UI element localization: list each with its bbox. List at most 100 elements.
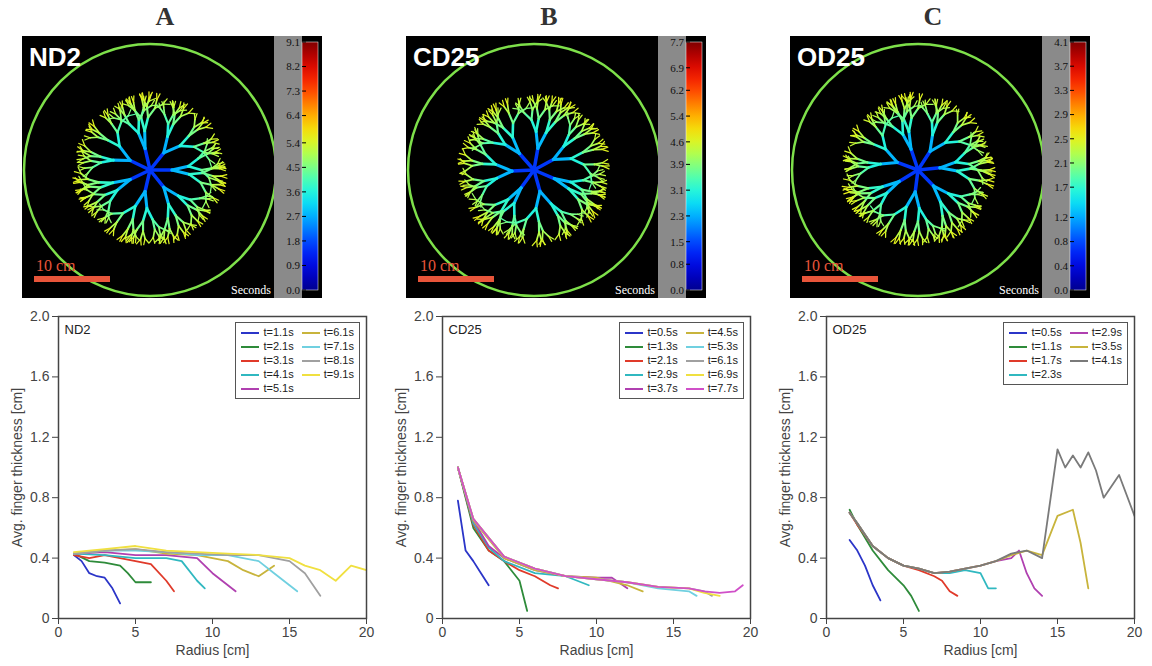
svg-text:4.6: 4.6 xyxy=(670,136,684,148)
html-text:t=7.1s: t=7.1s xyxy=(323,340,354,352)
svg-text:6.9: 6.9 xyxy=(670,62,684,74)
html-text:t=1.3s: t=1.3s xyxy=(647,340,678,352)
svg-text:1.5: 1.5 xyxy=(670,236,684,248)
svg-text:20: 20 xyxy=(359,624,375,640)
svg-text:1.7: 1.7 xyxy=(1054,181,1068,193)
svg-text:2.0: 2.0 xyxy=(798,308,818,324)
svg-text:5.4: 5.4 xyxy=(286,137,300,149)
svg-text:0.8: 0.8 xyxy=(670,258,684,270)
svg-text:10: 10 xyxy=(973,624,989,640)
svg-text:10 cm: 10 cm xyxy=(804,257,844,274)
svg-text:0.4: 0.4 xyxy=(414,550,434,566)
svg-text:Avg. finger thickness [cm]: Avg. finger thickness [cm] xyxy=(393,388,409,547)
svg-text:CD25: CD25 xyxy=(449,322,482,337)
svg-text:15: 15 xyxy=(666,624,682,640)
svg-text:0: 0 xyxy=(810,610,818,626)
svg-text:3.6: 3.6 xyxy=(286,186,300,198)
svg-text:1.6: 1.6 xyxy=(414,368,434,384)
svg-text:5: 5 xyxy=(516,624,524,640)
html-text:t=0.5s: t=0.5s xyxy=(647,326,678,338)
svg-text:3.7: 3.7 xyxy=(1054,60,1068,72)
svg-text:CD25: CD25 xyxy=(413,42,479,72)
svg-text:7.3: 7.3 xyxy=(286,85,300,97)
svg-text:2.7: 2.7 xyxy=(286,210,300,222)
svg-text:2.9: 2.9 xyxy=(1054,108,1068,120)
svg-text:3.9: 3.9 xyxy=(670,158,684,170)
svg-text:9.1: 9.1 xyxy=(286,36,300,48)
svg-text:0.0: 0.0 xyxy=(286,284,300,296)
svg-text:1.6: 1.6 xyxy=(798,368,818,384)
svg-text:10: 10 xyxy=(589,624,605,640)
svg-text:3.1: 3.1 xyxy=(670,184,684,196)
svg-text:0.4: 0.4 xyxy=(1054,260,1068,272)
svg-text:0: 0 xyxy=(42,610,50,626)
svg-text:7.7: 7.7 xyxy=(670,36,684,48)
svg-text:5: 5 xyxy=(132,624,140,640)
svg-text:2.5: 2.5 xyxy=(1054,133,1068,145)
svg-text:Radius [cm]: Radius [cm] xyxy=(176,642,250,658)
html-text:t=9.1s: t=9.1s xyxy=(323,368,354,380)
svg-text:1.6: 1.6 xyxy=(30,368,50,384)
svg-text:Seconds: Seconds xyxy=(231,283,271,297)
svg-text:3.3: 3.3 xyxy=(1054,84,1068,96)
svg-text:15: 15 xyxy=(282,624,298,640)
svg-text:6.2: 6.2 xyxy=(670,84,684,96)
html-text:t=5.1s: t=5.1s xyxy=(263,382,294,394)
svg-text:Radius [cm]: Radius [cm] xyxy=(560,642,634,658)
html-text:t=6.1s: t=6.1s xyxy=(323,326,354,338)
svg-text:6.4: 6.4 xyxy=(286,109,300,121)
svg-text:1.2: 1.2 xyxy=(798,429,818,445)
svg-text:15: 15 xyxy=(1050,624,1066,640)
html-text:t=4.1s: t=4.1s xyxy=(263,368,294,380)
html-text:C: C xyxy=(923,2,943,31)
svg-text:5: 5 xyxy=(900,624,908,640)
svg-text:2.0: 2.0 xyxy=(414,308,434,324)
html-text:B: B xyxy=(540,2,558,31)
svg-text:Radius [cm]: Radius [cm] xyxy=(944,642,1018,658)
svg-text:4.5: 4.5 xyxy=(286,161,300,173)
svg-text:1.2: 1.2 xyxy=(414,429,434,445)
svg-text:0.8: 0.8 xyxy=(30,489,50,505)
svg-text:1.2: 1.2 xyxy=(1054,211,1068,223)
html-text:A: A xyxy=(155,2,175,31)
svg-text:1.2: 1.2 xyxy=(30,429,50,445)
svg-text:0.4: 0.4 xyxy=(798,550,818,566)
html-text:t=3.1s: t=3.1s xyxy=(263,354,294,366)
svg-text:0.8: 0.8 xyxy=(1054,235,1068,247)
svg-text:0.9: 0.9 xyxy=(286,259,300,271)
svg-text:0.8: 0.8 xyxy=(798,489,818,505)
svg-text:0.0: 0.0 xyxy=(670,284,684,296)
svg-text:OD25: OD25 xyxy=(797,42,865,72)
html-text:t=8.1s: t=8.1s xyxy=(323,354,354,366)
svg-text:0: 0 xyxy=(823,624,831,640)
svg-text:0.8: 0.8 xyxy=(414,489,434,505)
svg-text:8.2: 8.2 xyxy=(286,60,300,72)
html-text:t=2.1s: t=2.1s xyxy=(263,340,294,352)
svg-text:OD25: OD25 xyxy=(833,322,867,337)
svg-text:20: 20 xyxy=(1127,624,1143,640)
html-text:t=1.1s: t=1.1s xyxy=(263,326,294,338)
svg-text:ND2: ND2 xyxy=(65,322,91,337)
svg-text:ND2: ND2 xyxy=(29,42,81,72)
svg-text:0: 0 xyxy=(439,624,447,640)
svg-text:Avg. finger thickness [cm]: Avg. finger thickness [cm] xyxy=(777,388,793,547)
svg-text:0: 0 xyxy=(426,610,434,626)
svg-text:2.3: 2.3 xyxy=(670,210,684,222)
svg-text:2.1: 2.1 xyxy=(1054,157,1068,169)
svg-text:0.4: 0.4 xyxy=(30,550,50,566)
svg-text:10: 10 xyxy=(205,624,221,640)
html-text:t=2.9s: t=2.9s xyxy=(647,368,678,380)
svg-text:Avg. finger thickness [cm]: Avg. finger thickness [cm] xyxy=(9,388,25,547)
svg-text:0: 0 xyxy=(55,624,63,640)
svg-text:1.8: 1.8 xyxy=(286,235,300,247)
svg-text:4.1: 4.1 xyxy=(1054,36,1068,48)
svg-text:5.4: 5.4 xyxy=(670,110,684,122)
svg-text:20: 20 xyxy=(743,624,759,640)
svg-text:Seconds: Seconds xyxy=(999,283,1039,297)
svg-text:10 cm: 10 cm xyxy=(36,257,76,274)
html-text:t=2.1s: t=2.1s xyxy=(647,354,678,366)
svg-text:2.0: 2.0 xyxy=(30,308,50,324)
svg-text:10 cm: 10 cm xyxy=(420,257,460,274)
svg-text:Seconds: Seconds xyxy=(615,283,655,297)
svg-text:0.0: 0.0 xyxy=(1054,284,1068,296)
